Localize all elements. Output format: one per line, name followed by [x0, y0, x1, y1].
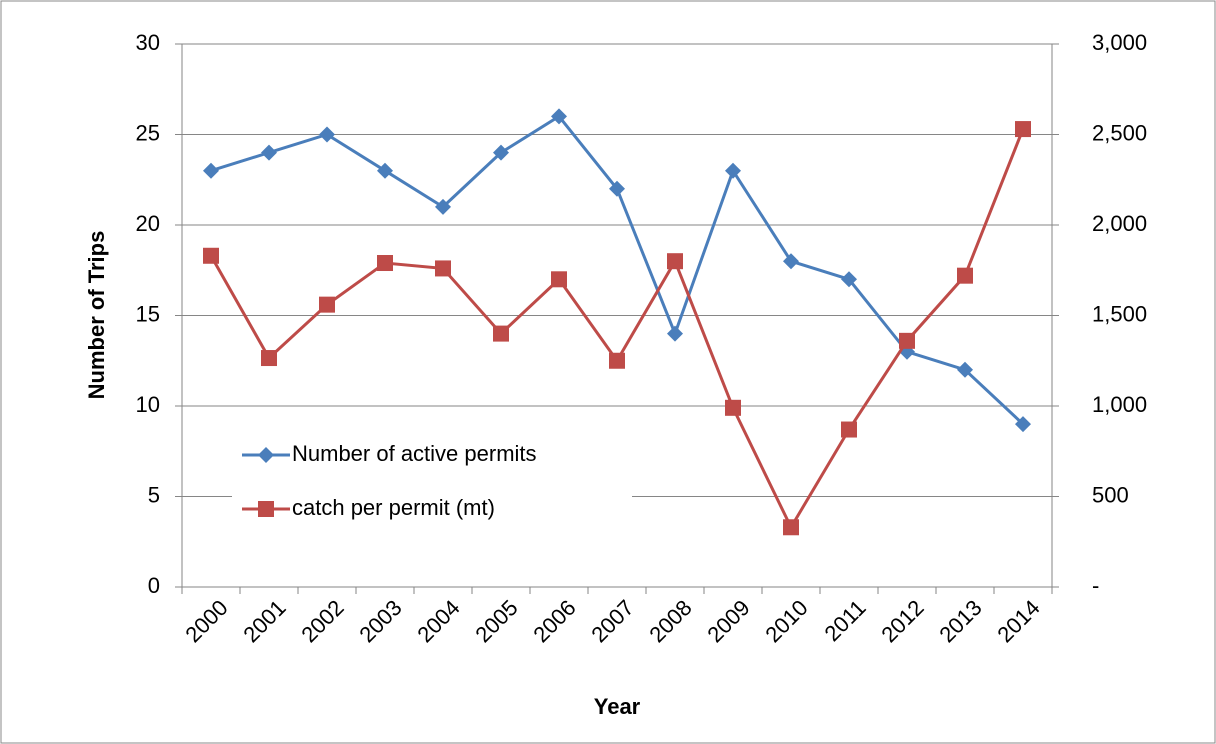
marker [203, 162, 219, 179]
marker [667, 253, 683, 270]
marker [841, 271, 857, 288]
marker [261, 144, 277, 161]
y-tick-label: 5 [148, 482, 160, 507]
marker [261, 350, 277, 367]
marker [1015, 416, 1031, 433]
y2-tick-label: - [1092, 573, 1099, 598]
marker [435, 198, 451, 215]
marker [725, 399, 741, 416]
y-tick-label: 25 [136, 120, 160, 145]
y2-tick-label: 3,000 [1092, 30, 1147, 55]
legend-label: Number of active permits [292, 441, 537, 466]
y2-tick-label: 2,500 [1092, 120, 1147, 145]
marker [377, 255, 393, 272]
y-tick-label: 10 [136, 392, 160, 417]
marker [319, 296, 335, 313]
y-tick-label: 0 [148, 573, 160, 598]
marker [783, 519, 799, 536]
marker [667, 325, 683, 342]
marker [899, 332, 915, 349]
marker [319, 126, 335, 143]
marker [609, 180, 625, 197]
marker [377, 162, 393, 179]
marker [957, 361, 973, 378]
marker [551, 271, 567, 288]
marker [783, 253, 799, 270]
marker [841, 421, 857, 438]
legend-label: catch per permit (mt) [292, 495, 495, 520]
legend-marker [258, 501, 274, 517]
x-axis-title: Year [594, 694, 641, 719]
legend-background [232, 432, 632, 532]
marker [493, 144, 509, 161]
y2-tick-label: 2,000 [1092, 211, 1147, 236]
marker [1015, 121, 1031, 138]
y2-tick-label: 1,000 [1092, 392, 1147, 417]
marker [493, 325, 509, 342]
legend-marker [258, 447, 274, 463]
marker [203, 247, 219, 264]
y-tick-label: 30 [136, 30, 160, 55]
marker [435, 260, 451, 277]
marker [957, 267, 973, 284]
marker [725, 162, 741, 179]
y2-tick-label: 500 [1092, 482, 1129, 507]
y2-tick-label: 1,500 [1092, 301, 1147, 326]
y-tick-label: 20 [136, 211, 160, 236]
marker [609, 352, 625, 369]
y-tick-label: 15 [136, 301, 160, 326]
marker [551, 108, 567, 125]
y-axis-title: Number of Trips [84, 231, 109, 400]
